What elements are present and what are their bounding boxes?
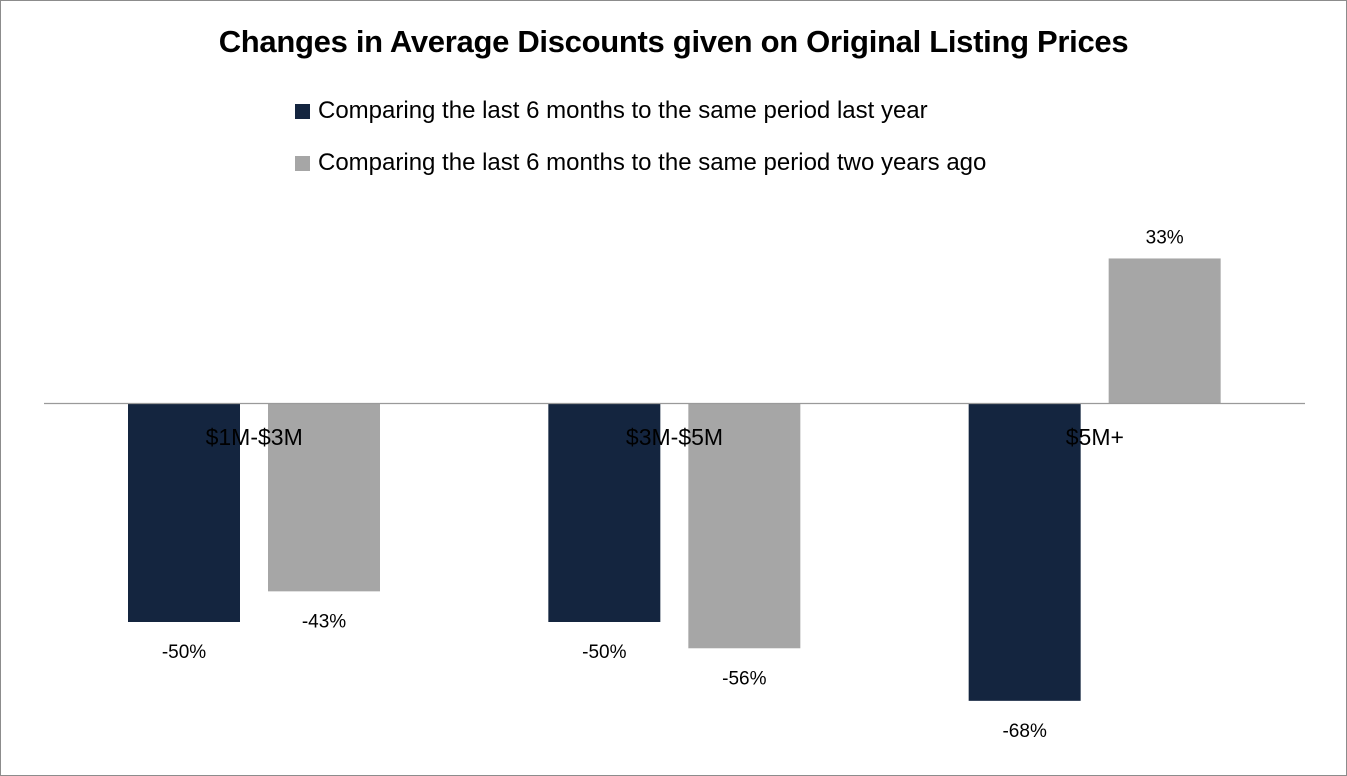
bar-series-1-2: [548, 403, 661, 622]
category-label-3: $5M+: [1066, 424, 1124, 450]
legend-item-series-2: Comparing the last 6 months to the same …: [295, 149, 986, 177]
bar-series-1-1: [128, 403, 240, 622]
legend-swatch-series-1: [295, 103, 310, 119]
data-label-series-2-2: -56%: [722, 668, 766, 689]
bar-series-2-1: [268, 403, 380, 592]
legend-label-series-2: Comparing the last 6 months to the same …: [318, 149, 987, 176]
data-label-series-2-3: 33%: [1146, 227, 1184, 248]
bar-series-2-3: [1108, 258, 1221, 403]
category-label-2: $3M-$5M: [626, 424, 723, 450]
bar-series-1-3: [968, 403, 1081, 701]
data-label-series-1-3: -68%: [1002, 721, 1046, 742]
data-label-series-2-1: -43%: [302, 611, 346, 632]
data-label-series-1-2: -50%: [582, 642, 626, 663]
data-label-series-1-1: -50%: [162, 642, 206, 663]
chart-title: Changes in Average Discounts given on Or…: [218, 24, 1129, 59]
legend-item-series-1: Comparing the last 6 months to the same …: [295, 97, 928, 125]
category-label-1: $1M-$3M: [206, 424, 303, 450]
bar-series-2-2: [688, 403, 801, 649]
legend-swatch-series-2: [295, 155, 310, 171]
legend-label-series-1: Comparing the last 6 months to the same …: [318, 97, 928, 124]
